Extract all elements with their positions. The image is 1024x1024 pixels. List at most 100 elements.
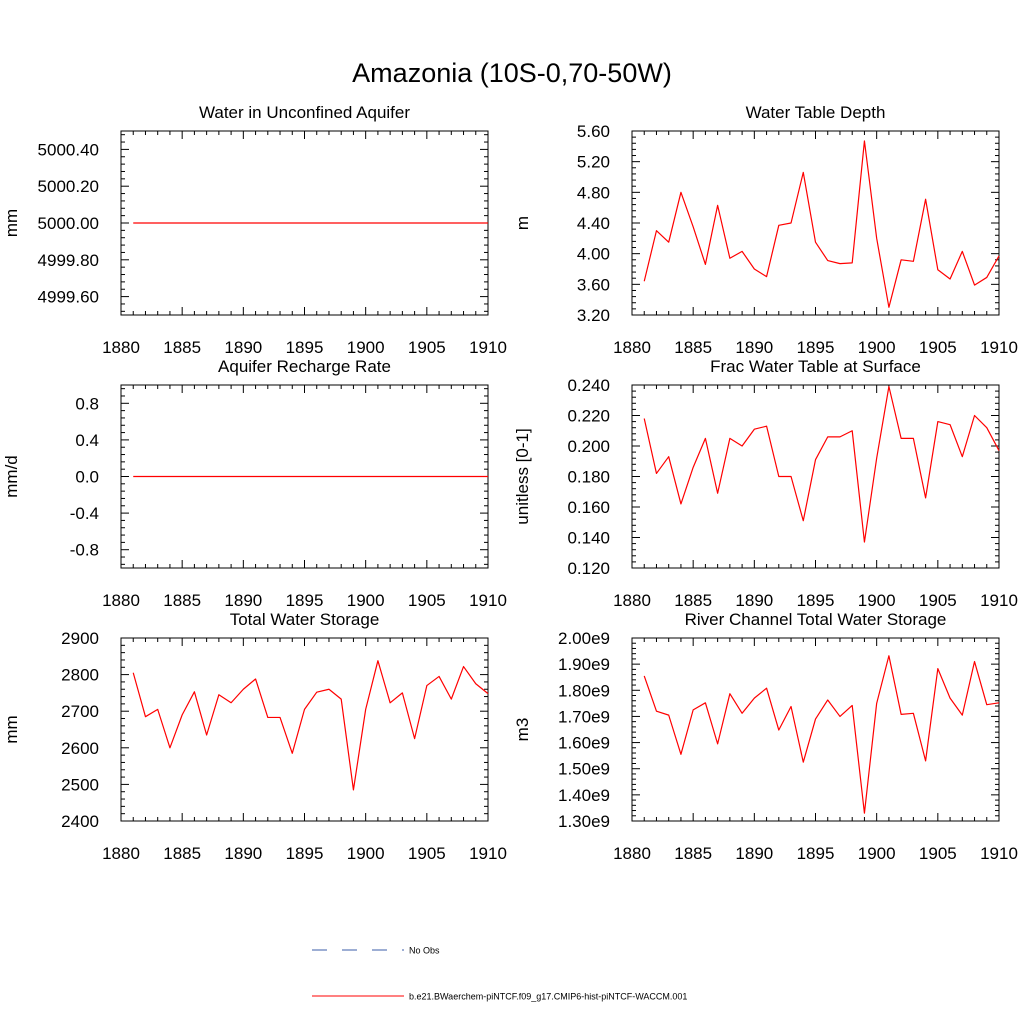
chart-panel: Frac Water Table at Surface unitless [0-1… <box>513 357 1018 610</box>
plot-frame <box>120 637 489 822</box>
x-tick-label: 1905 <box>408 844 446 863</box>
panel-title: Frac Water Table at Surface <box>710 357 921 376</box>
y-tick-label: 2500 <box>61 775 99 794</box>
x-tick-label: 1900 <box>347 591 385 610</box>
y-tick-label: 1.80e9 <box>558 681 610 700</box>
figure-title: Amazonia (10S-0,70-50W) <box>352 58 672 88</box>
x-tick-label: 1880 <box>102 591 140 610</box>
x-tick-label: 1880 <box>613 591 651 610</box>
y-tick-label: 0.200 <box>567 437 610 456</box>
x-tick-label: 1900 <box>858 591 896 610</box>
y-tick-label: -0.4 <box>70 504 99 523</box>
y-tick-label: 2600 <box>61 739 99 758</box>
plot-frame <box>631 637 1000 822</box>
x-tick-label: 1895 <box>286 844 324 863</box>
series-line <box>643 385 1000 543</box>
x-tick-label: 1905 <box>919 844 957 863</box>
y-tick-label: 5000.40 <box>38 140 99 159</box>
chart-panel: Water in Unconfined Aquifer mm 1880 1885 189… <box>2 103 507 357</box>
y-tick-label: 0.140 <box>567 529 610 548</box>
y-tick-label: 4.80 <box>577 183 610 202</box>
legend: No Obs b.e21.BWaerchem-piNTCF.f09_g17.CM… <box>312 946 687 1002</box>
x-tick-label: 1885 <box>163 844 201 863</box>
x-tick-label: 1885 <box>674 591 712 610</box>
x-tick-label: 1885 <box>163 591 201 610</box>
x-tick-label: 1900 <box>858 844 896 863</box>
y-tick-label: 5.60 <box>577 122 610 141</box>
y-tick-label: 0.120 <box>567 559 610 578</box>
y-tick-label: 3.20 <box>577 306 610 325</box>
y-tick-label: 4999.80 <box>38 251 99 270</box>
y-axis-label: mm/d <box>2 455 21 498</box>
x-tick-label: 1885 <box>163 338 201 357</box>
series-line <box>643 140 1000 308</box>
x-tick-label: 1910 <box>469 338 507 357</box>
panel-title: Water Table Depth <box>746 103 886 122</box>
x-tick-label: 1900 <box>347 844 385 863</box>
y-tick-label: 0.160 <box>567 498 610 517</box>
y-axis-label: unitless [0-1] <box>513 428 532 524</box>
panel-title: River Channel Total Water Storage <box>685 610 947 629</box>
x-tick-label: 1895 <box>286 338 324 357</box>
y-tick-label: 4.40 <box>577 214 610 233</box>
panel-title: Aquifer Recharge Rate <box>218 357 391 376</box>
y-tick-label: 1.90e9 <box>558 655 610 674</box>
x-tick-label: 1895 <box>797 591 835 610</box>
panel-title: Water in Unconfined Aquifer <box>199 103 410 122</box>
y-tick-label: 2.00e9 <box>558 629 610 648</box>
x-tick-label: 1890 <box>735 338 773 357</box>
x-tick-label: 1890 <box>735 591 773 610</box>
x-tick-label: 1880 <box>613 338 651 357</box>
y-tick-label: 0.220 <box>567 407 610 426</box>
x-tick-label: 1905 <box>919 591 957 610</box>
series-line <box>643 655 1000 814</box>
y-axis-label: m3 <box>513 718 532 742</box>
y-tick-label: 5000.20 <box>38 177 99 196</box>
y-tick-label: 5.20 <box>577 153 610 172</box>
x-tick-label: 1910 <box>469 844 507 863</box>
y-tick-label: 2900 <box>61 629 99 648</box>
y-tick-label: 2800 <box>61 666 99 685</box>
chart-panel: Water Table Depth m 1880 1885 1890 1895 1900 19… <box>513 103 1018 357</box>
series-line <box>132 660 489 791</box>
chart-panel: Total Water Storage mm 1880 1885 1890 1895 190… <box>2 610 507 863</box>
x-tick-label: 1905 <box>408 591 446 610</box>
x-tick-label: 1910 <box>980 338 1018 357</box>
x-tick-label: 1890 <box>735 844 773 863</box>
panels: Water in Unconfined Aquifer mm 1880 1885 189… <box>2 103 1018 863</box>
plot-frame <box>631 130 1000 316</box>
y-tick-label: 0.0 <box>75 468 99 487</box>
x-tick-label: 1905 <box>408 338 446 357</box>
x-tick-label: 1890 <box>224 591 262 610</box>
y-tick-label: 1.40e9 <box>558 786 610 805</box>
x-tick-label: 1900 <box>347 338 385 357</box>
x-tick-label: 1895 <box>797 338 835 357</box>
x-tick-label: 1880 <box>613 844 651 863</box>
x-tick-label: 1880 <box>102 338 140 357</box>
y-tick-label: 2400 <box>61 812 99 831</box>
x-tick-label: 1885 <box>674 338 712 357</box>
x-tick-label: 1900 <box>858 338 896 357</box>
y-tick-label: 3.60 <box>577 275 610 294</box>
y-tick-label: 1.30e9 <box>558 812 610 831</box>
y-tick-label: 0.180 <box>567 468 610 487</box>
legend-model-label: b.e21.BWaerchem-piNTCF.f09_g17.CMIP6-his… <box>409 992 687 1002</box>
x-tick-label: 1895 <box>797 844 835 863</box>
panel-title: Total Water Storage <box>230 610 380 629</box>
chart-panel: Aquifer Recharge Rate mm/d 1880 1885 1890 189… <box>2 357 507 610</box>
x-tick-label: 1910 <box>469 591 507 610</box>
y-tick-label: 1.70e9 <box>558 707 610 726</box>
plot-frame <box>631 384 1000 569</box>
y-axis-label: mm <box>2 715 21 743</box>
y-tick-label: 4.00 <box>577 245 610 264</box>
y-axis-label: mm <box>2 209 21 237</box>
y-axis-label: m <box>513 216 532 230</box>
legend-obs-label: No Obs <box>409 946 440 956</box>
x-tick-label: 1910 <box>980 591 1018 610</box>
x-tick-label: 1910 <box>980 844 1018 863</box>
y-tick-label: 0.8 <box>75 394 99 413</box>
y-tick-label: 1.60e9 <box>558 734 610 753</box>
x-tick-label: 1905 <box>919 338 957 357</box>
x-tick-label: 1885 <box>674 844 712 863</box>
